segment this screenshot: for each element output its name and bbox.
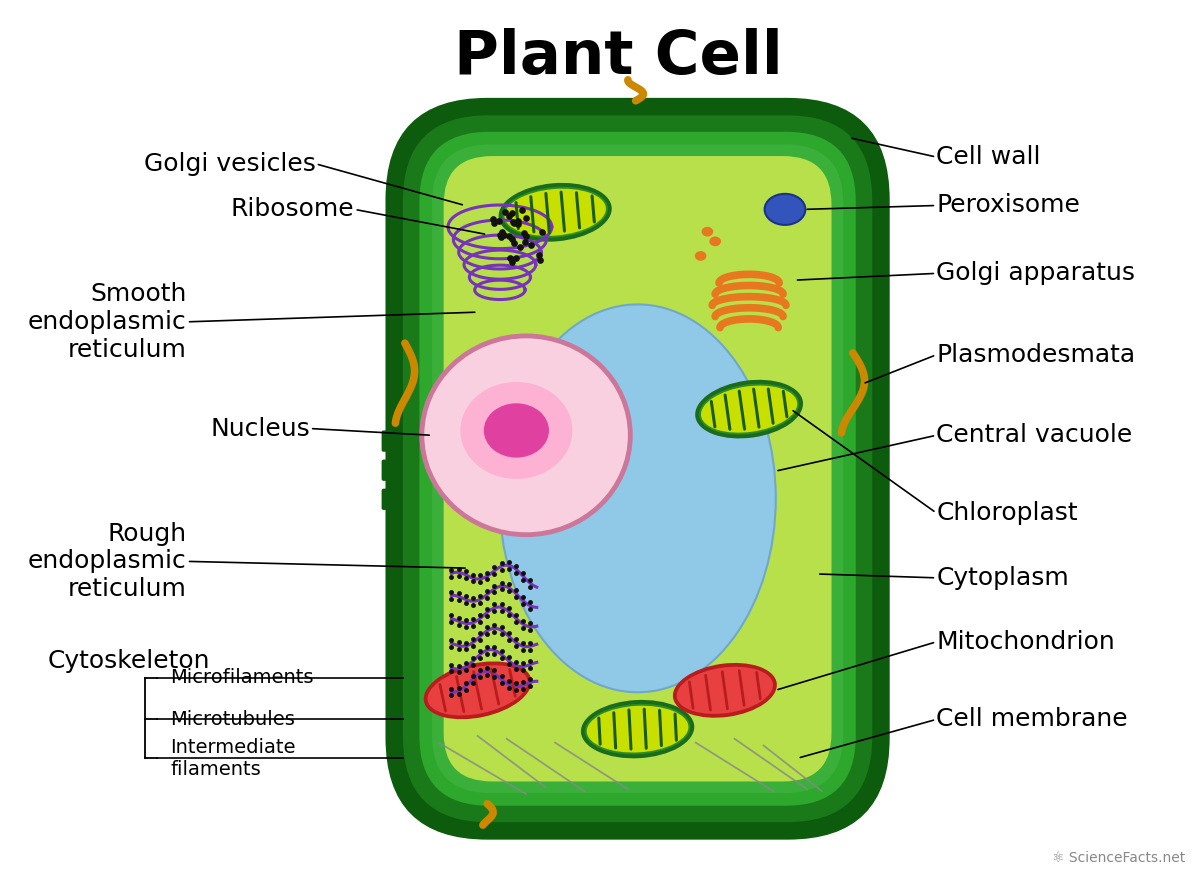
Ellipse shape xyxy=(503,187,608,238)
Ellipse shape xyxy=(499,182,612,242)
Ellipse shape xyxy=(420,334,632,538)
Ellipse shape xyxy=(424,661,532,719)
Text: Golgi vesicles: Golgi vesicles xyxy=(144,152,316,176)
Ellipse shape xyxy=(504,189,606,236)
Text: Ribosome: Ribosome xyxy=(230,198,354,222)
FancyBboxPatch shape xyxy=(382,489,397,510)
Text: Microtubules: Microtubules xyxy=(170,710,295,729)
FancyBboxPatch shape xyxy=(444,156,832,781)
Ellipse shape xyxy=(584,704,690,755)
Text: Cytoplasm: Cytoplasm xyxy=(936,566,1069,590)
Text: ⚛ ScienceFacts.net: ⚛ ScienceFacts.net xyxy=(1052,851,1186,865)
FancyBboxPatch shape xyxy=(420,132,856,805)
Text: Microfilaments: Microfilaments xyxy=(170,668,313,687)
Text: Rough
endoplasmic
reticulum: Rough endoplasmic reticulum xyxy=(28,522,187,601)
Ellipse shape xyxy=(701,385,797,433)
FancyBboxPatch shape xyxy=(403,116,872,822)
Text: Cytoskeleton: Cytoskeleton xyxy=(48,649,210,673)
FancyBboxPatch shape xyxy=(432,144,844,793)
Text: Smooth
endoplasmic
reticulum: Smooth endoplasmic reticulum xyxy=(28,282,187,361)
Ellipse shape xyxy=(484,403,548,457)
Text: Central vacuole: Central vacuole xyxy=(936,424,1133,448)
Text: Plasmodesmata: Plasmodesmata xyxy=(936,343,1135,367)
Ellipse shape xyxy=(695,380,803,439)
FancyBboxPatch shape xyxy=(385,98,889,839)
Ellipse shape xyxy=(702,227,713,237)
Text: Nucleus: Nucleus xyxy=(210,417,310,441)
Ellipse shape xyxy=(677,667,773,714)
Ellipse shape xyxy=(461,382,572,479)
FancyBboxPatch shape xyxy=(382,431,397,452)
Text: Cell membrane: Cell membrane xyxy=(936,708,1128,732)
Ellipse shape xyxy=(587,706,689,753)
Text: Golgi apparatus: Golgi apparatus xyxy=(936,262,1135,286)
Ellipse shape xyxy=(709,237,721,247)
Ellipse shape xyxy=(499,304,775,692)
Ellipse shape xyxy=(764,194,805,225)
Ellipse shape xyxy=(673,663,776,717)
Ellipse shape xyxy=(695,251,707,261)
Text: Intermediate
filaments: Intermediate filaments xyxy=(170,738,295,779)
Ellipse shape xyxy=(425,338,628,532)
Ellipse shape xyxy=(427,665,528,716)
Text: Cell wall: Cell wall xyxy=(936,145,1040,169)
Ellipse shape xyxy=(581,700,695,758)
FancyBboxPatch shape xyxy=(382,459,397,481)
Text: Chloroplast: Chloroplast xyxy=(936,501,1078,525)
Text: Plant Cell: Plant Cell xyxy=(454,28,782,87)
Text: Mitochondrion: Mitochondrion xyxy=(936,630,1115,654)
Text: Peroxisome: Peroxisome xyxy=(936,193,1080,217)
Ellipse shape xyxy=(700,384,799,434)
